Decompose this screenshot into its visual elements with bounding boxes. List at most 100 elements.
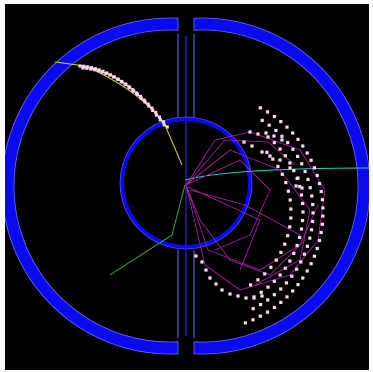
hit-marker (204, 268, 208, 272)
hit-marker (272, 141, 276, 145)
hit-marker (157, 115, 162, 119)
hit-marker (278, 147, 282, 151)
hit-marker (112, 75, 116, 79)
hit-marker (279, 287, 283, 291)
hit-marker (109, 73, 113, 77)
hit-marker (305, 244, 309, 248)
hit-marker (283, 266, 287, 270)
hit-marker (128, 86, 132, 90)
hit-marker (286, 234, 290, 238)
hit-marker (82, 64, 86, 68)
hit-marker (266, 135, 270, 139)
hit-marker (317, 181, 322, 186)
hit-marker (242, 140, 246, 144)
hit-marker (319, 189, 323, 194)
hit-marker (301, 201, 305, 206)
hit-marker (146, 102, 150, 106)
hit-marker (321, 206, 325, 210)
hit-marker (288, 198, 292, 202)
hit-marker (259, 290, 263, 294)
hit-marker (285, 295, 289, 299)
hit-marker (89, 66, 94, 70)
hit-marker (292, 169, 296, 173)
hit-marker (251, 318, 255, 322)
track-magenta-8 (187, 186, 261, 271)
hit-marker (309, 158, 313, 162)
hit-marker (269, 265, 273, 269)
hit-marker (296, 283, 300, 287)
hit-marker (300, 162, 304, 166)
hit-marker (299, 193, 304, 197)
hit-marker (97, 68, 101, 72)
hit-marker (200, 260, 204, 264)
hit-marker (250, 144, 254, 148)
hit-marker (295, 243, 299, 248)
hit-marker (208, 276, 212, 280)
hit-marker (151, 108, 155, 113)
hit-marker (306, 177, 310, 182)
hit-marker (78, 64, 82, 68)
hit-marker (161, 120, 165, 124)
hit-marker (243, 321, 247, 325)
hit-marker (305, 151, 309, 155)
hit-marker (256, 132, 260, 136)
hit-marker (280, 138, 284, 142)
hit-marker (124, 83, 128, 87)
track-magenta-7 (189, 189, 301, 236)
hit-marker (296, 154, 300, 158)
hit-marker (266, 285, 270, 289)
hit-marker (265, 150, 269, 154)
hit-marker (310, 194, 314, 198)
hit-marker (142, 98, 146, 102)
hit-marker (300, 186, 304, 190)
hit-marker (303, 169, 307, 174)
hit-marker (150, 106, 154, 110)
hit-marker (135, 92, 139, 96)
hit-marker (320, 222, 324, 226)
hit-marker (267, 123, 271, 127)
hit-marker (283, 242, 287, 246)
hit-marker (258, 314, 262, 318)
track-magenta-6 (185, 184, 319, 271)
hit-marker (214, 282, 218, 286)
hit-marker (272, 114, 276, 119)
hit-marker (263, 272, 267, 276)
hit-marker (285, 125, 289, 129)
hit-marker (139, 96, 143, 100)
inner-ring (120, 117, 252, 249)
hit-marker (260, 294, 264, 298)
hit-marker (265, 110, 270, 114)
hit-marker (258, 106, 262, 110)
hit-marker (295, 267, 299, 271)
hit-marker (280, 134, 284, 138)
hit-marker (291, 131, 295, 135)
hit-marker (301, 218, 305, 223)
outer-ring-left (5, 17, 179, 355)
hit-marker (116, 77, 120, 81)
hit-marker (315, 173, 319, 178)
hit-marker (264, 131, 268, 135)
hit-marker (101, 69, 105, 73)
hit-marker (266, 298, 270, 302)
hit-marker (309, 262, 313, 266)
hit-marker (296, 176, 300, 180)
hit-marker (301, 276, 305, 280)
hit-marker (308, 236, 312, 240)
hit-marker (311, 219, 315, 223)
hit-marker (301, 210, 305, 214)
hit-marker (288, 259, 292, 263)
hit-marker (252, 296, 256, 300)
hit-marker (272, 279, 276, 283)
track-green (109, 184, 186, 276)
hit-marker (274, 128, 278, 133)
hit-marker (272, 134, 276, 138)
event-display-viewport[interactable] (5, 4, 369, 370)
hit-marker (272, 293, 276, 297)
hit-marker (315, 246, 319, 251)
hit-marker (236, 294, 240, 298)
hit-marker (284, 281, 289, 285)
hit-marker (278, 273, 282, 277)
track-magenta-4 (185, 159, 271, 251)
hit-marker (138, 94, 142, 98)
hit-marker (272, 305, 276, 310)
